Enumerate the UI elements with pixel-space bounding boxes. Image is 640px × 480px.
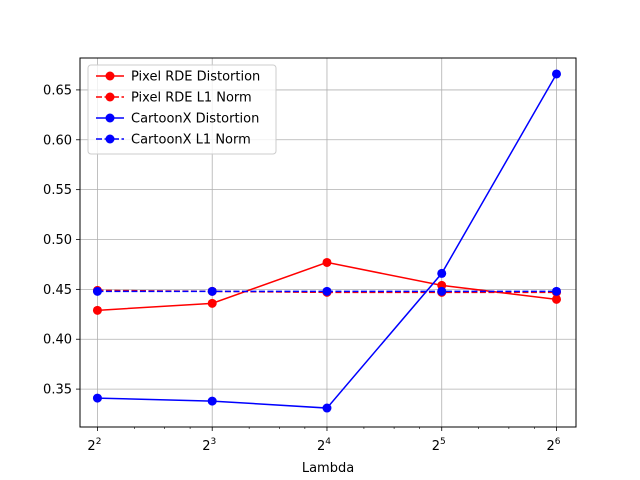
y-tick-label: 0.50: [43, 233, 72, 248]
series-group: [92, 69, 561, 413]
y-tick-label: 0.55: [43, 183, 72, 198]
legend-label: CartoonX L1 Norm: [131, 133, 251, 148]
x-tick-label: 23: [202, 437, 216, 454]
legend-label: Pixel RDE L1 Norm: [131, 91, 252, 106]
data-point: [322, 257, 332, 267]
legend-marker: [105, 113, 115, 123]
y-tick-label: 0.45: [43, 283, 72, 298]
legend-marker: [105, 92, 115, 102]
y-tick-label: 0.65: [43, 83, 72, 98]
data-point: [551, 294, 561, 304]
x-tick-label: 25: [432, 437, 446, 454]
data-point: [92, 305, 102, 315]
y-tick-label: 0.35: [43, 383, 72, 398]
plot-frame: [79, 57, 577, 428]
data-point: [207, 286, 217, 296]
grid: [80, 58, 576, 427]
data-point: [437, 286, 447, 296]
legend-marker: [105, 134, 115, 144]
data-point: [207, 396, 217, 406]
legend: Pixel RDE Distortion Pixel RDE L1 Norm Car…: [87, 64, 277, 155]
data-point: [92, 286, 102, 296]
legend-label: Pixel RDE Distortion: [131, 70, 260, 85]
data-point: [92, 393, 102, 403]
data-point: [322, 286, 332, 296]
data-point: [322, 403, 332, 413]
y-tick-label: 0.40: [43, 333, 72, 348]
legend-label: CartoonX Distortion: [131, 112, 259, 127]
data-point: [437, 268, 447, 278]
x-tick-label: 22: [87, 437, 101, 454]
y-axis: 0.35 0.40 0.45 0.50 0.55 0.60 0.65: [43, 83, 80, 398]
legend-box: [87, 64, 277, 155]
y-tick-label: 0.60: [43, 133, 72, 148]
x-axis: 22 23 24 25 26: [87, 427, 561, 454]
x-axis-label: Lambda: [302, 461, 354, 476]
x-tick-label: 26: [546, 437, 560, 454]
data-point: [207, 298, 217, 308]
legend-marker: [105, 71, 115, 81]
data-point: [551, 69, 561, 79]
x-tick-label: 24: [317, 437, 331, 454]
data-point: [551, 286, 561, 296]
